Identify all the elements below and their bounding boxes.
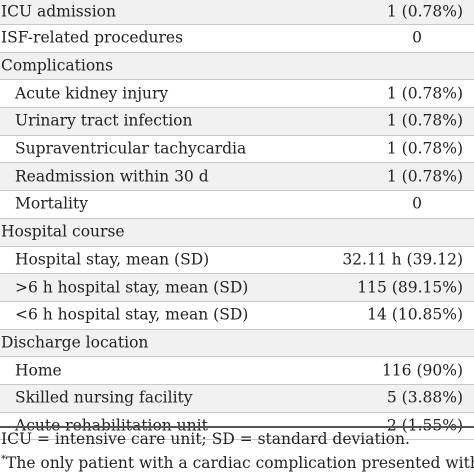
row-value: 1 (0.78%)	[386, 139, 463, 158]
row-value: 1 (0.78%)	[386, 2, 463, 21]
row-label: Readmission within 30 d	[15, 167, 209, 186]
table-row: Skilled nursing facility 5 (3.88%)	[0, 384, 474, 413]
row-value: 14 (10.85%)	[367, 305, 463, 324]
row-label: Hospital stay, mean (SD)	[15, 250, 210, 269]
row-label: Acute rehabilitation unit	[15, 418, 208, 434]
row-value: 1 (0.78%)	[386, 167, 463, 186]
row-label: <6 h hospital stay, mean (SD)	[15, 305, 249, 324]
row-label: Supraventricular tachycardia	[15, 139, 247, 158]
row-label: >6 h hospital stay, mean (SD)	[15, 277, 249, 296]
table-row: Complications	[0, 52, 474, 81]
row-label: ICU admission	[1, 2, 116, 21]
footnote-cardiac-note: *The only patient with a cardiac complic…	[1, 455, 474, 472]
row-label: Urinary tract infection	[15, 111, 193, 130]
table-row: Hospital stay, mean (SD) 32.11 h (39.12)	[0, 246, 474, 275]
table-row: >6 h hospital stay, mean (SD) 115 (89.15%…	[0, 274, 474, 302]
row-value: 0	[412, 194, 422, 213]
table-row: Readmission within 30 d 1 (0.78%)	[0, 163, 474, 192]
row-label: Home	[15, 360, 62, 379]
row-value: 116 (90%)	[381, 360, 463, 379]
row-label: Complications	[1, 56, 114, 75]
row-label: ISF-related procedures	[1, 28, 184, 47]
row-value: 0	[412, 28, 422, 47]
table-row: ISF-related procedures 0	[0, 25, 474, 53]
row-value: 5 (3.88%)	[386, 388, 463, 407]
footnote-star: *	[1, 454, 6, 465]
row-value: 115 (89.15%)	[357, 277, 463, 296]
row-value: 32.11 h (39.12)	[342, 250, 463, 269]
row-label: Acute kidney injury	[15, 83, 169, 102]
outcomes-table: ICU admission 1 (0.78%) ISF-related proced…	[0, 0, 474, 441]
table-row: Urinary tract infection 1 (0.78%)	[0, 108, 474, 136]
footnote-abbreviations: ICU = intensive care unit; SD = standard…	[1, 430, 410, 448]
table-row: Home 116 (90%)	[0, 357, 474, 385]
table-row: Supraventricular tachycardia 1 (0.78%)	[0, 135, 474, 164]
table-bottom-rule	[0, 426, 474, 428]
table-row: Discharge location	[0, 329, 474, 358]
table-row: Hospital course	[0, 218, 474, 247]
table-row: <6 h hospital stay, mean (SD) 14 (10.85%)	[0, 301, 474, 330]
footnote-note-text: The only patient with a cardiac complica…	[6, 454, 474, 473]
row-label: Skilled nursing facility	[15, 388, 193, 407]
row-value: 1 (0.78%)	[386, 83, 463, 102]
row-value: 2 (1.55%)	[387, 418, 463, 434]
row-label: Hospital course	[1, 222, 125, 241]
table-row: Mortality 0	[0, 191, 474, 219]
row-value: 1 (0.78%)	[386, 111, 463, 130]
row-label: Mortality	[15, 194, 88, 213]
row-label: Discharge location	[1, 333, 149, 352]
table-row: ICU admission 1 (0.78%)	[0, 0, 474, 25]
table-row: Acute kidney injury 1 (0.78%)	[0, 80, 474, 109]
